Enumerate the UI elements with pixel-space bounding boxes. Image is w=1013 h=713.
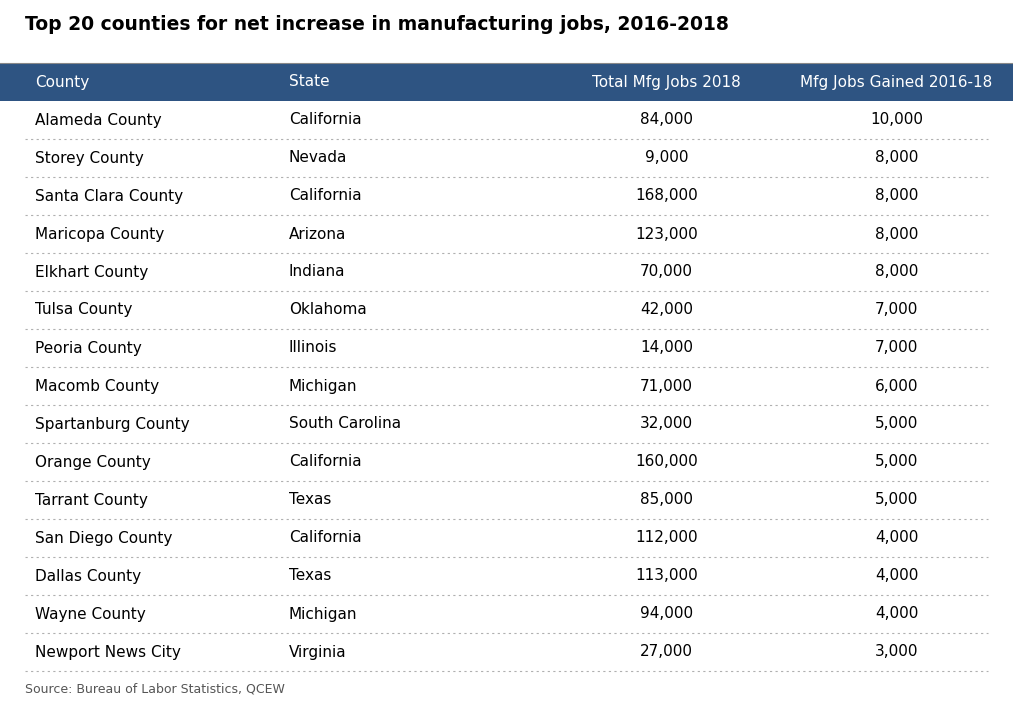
Text: Maricopa County: Maricopa County	[35, 227, 165, 242]
Text: 8,000: 8,000	[875, 265, 918, 279]
Bar	[0, 367, 1013, 405]
Text: 4,000: 4,000	[875, 607, 918, 622]
Text: 5,000: 5,000	[875, 454, 918, 469]
Text: 5,000: 5,000	[875, 493, 918, 508]
Text: California: California	[289, 188, 362, 203]
Text: Alameda County: Alameda County	[35, 113, 162, 128]
Text: 168,000: 168,000	[635, 188, 698, 203]
Text: Wayne County: Wayne County	[35, 607, 146, 622]
Text: 8,000: 8,000	[875, 227, 918, 242]
Bar	[0, 595, 1013, 633]
Text: 6,000: 6,000	[875, 379, 918, 394]
Text: Dallas County: Dallas County	[35, 568, 142, 583]
Text: Indiana: Indiana	[289, 265, 345, 279]
Text: Michigan: Michigan	[289, 379, 358, 394]
Text: 42,000: 42,000	[640, 302, 693, 317]
Text: Total Mfg Jobs 2018: Total Mfg Jobs 2018	[593, 74, 741, 90]
Text: California: California	[289, 530, 362, 545]
Bar	[0, 215, 1013, 253]
Text: Source: Bureau of Labor Statistics, QCEW: Source: Bureau of Labor Statistics, QCEW	[25, 683, 286, 696]
Bar	[0, 177, 1013, 215]
Text: Spartanburg County: Spartanburg County	[35, 416, 190, 431]
Text: Tulsa County: Tulsa County	[35, 302, 133, 317]
Text: 4,000: 4,000	[875, 530, 918, 545]
Bar	[0, 481, 1013, 519]
Bar	[0, 405, 1013, 443]
Text: 85,000: 85,000	[640, 493, 693, 508]
Text: 5,000: 5,000	[875, 416, 918, 431]
Text: 112,000: 112,000	[635, 530, 698, 545]
Bar	[0, 443, 1013, 481]
Bar	[0, 519, 1013, 557]
Text: 84,000: 84,000	[640, 113, 693, 128]
Text: Oklahoma: Oklahoma	[289, 302, 367, 317]
Bar	[0, 633, 1013, 671]
Text: Macomb County: Macomb County	[35, 379, 160, 394]
Text: Elkhart County: Elkhart County	[35, 265, 149, 279]
Text: Illinois: Illinois	[289, 341, 337, 356]
Text: 71,000: 71,000	[640, 379, 693, 394]
Text: 4,000: 4,000	[875, 568, 918, 583]
Text: County: County	[35, 74, 90, 90]
Text: 3,000: 3,000	[875, 645, 918, 660]
Text: 10,000: 10,000	[870, 113, 923, 128]
Text: Michigan: Michigan	[289, 607, 358, 622]
Text: Nevada: Nevada	[289, 150, 347, 165]
Text: Texas: Texas	[289, 493, 331, 508]
Bar	[0, 557, 1013, 595]
Text: 32,000: 32,000	[640, 416, 693, 431]
Text: Storey County: Storey County	[35, 150, 144, 165]
Text: California: California	[289, 454, 362, 469]
Bar	[0, 329, 1013, 367]
Text: San Diego County: San Diego County	[35, 530, 173, 545]
Text: 160,000: 160,000	[635, 454, 698, 469]
Text: 7,000: 7,000	[875, 302, 918, 317]
Bar	[0, 101, 1013, 139]
Text: South Carolina: South Carolina	[289, 416, 401, 431]
Text: Mfg Jobs Gained 2016-18: Mfg Jobs Gained 2016-18	[800, 74, 993, 90]
Text: State: State	[289, 74, 329, 90]
Bar	[0, 291, 1013, 329]
Text: Tarrant County: Tarrant County	[35, 493, 148, 508]
Text: 7,000: 7,000	[875, 341, 918, 356]
Text: Santa Clara County: Santa Clara County	[35, 188, 183, 203]
Text: 123,000: 123,000	[635, 227, 698, 242]
Text: Peoria County: Peoria County	[35, 341, 142, 356]
Text: 14,000: 14,000	[640, 341, 693, 356]
Text: 8,000: 8,000	[875, 150, 918, 165]
Text: 70,000: 70,000	[640, 265, 693, 279]
Text: Newport News City: Newport News City	[35, 645, 181, 660]
Bar	[0, 253, 1013, 291]
Text: 113,000: 113,000	[635, 568, 698, 583]
Text: Orange County: Orange County	[35, 454, 151, 469]
Bar	[0, 139, 1013, 177]
Text: California: California	[289, 113, 362, 128]
Bar	[0, 63, 1013, 101]
Text: Virginia: Virginia	[289, 645, 346, 660]
Text: 8,000: 8,000	[875, 188, 918, 203]
Text: 9,000: 9,000	[645, 150, 688, 165]
Text: Arizona: Arizona	[289, 227, 346, 242]
Text: 94,000: 94,000	[640, 607, 693, 622]
Text: 27,000: 27,000	[640, 645, 693, 660]
Text: Top 20 counties for net increase in manufacturing jobs, 2016-2018: Top 20 counties for net increase in manu…	[25, 15, 729, 34]
Text: Texas: Texas	[289, 568, 331, 583]
